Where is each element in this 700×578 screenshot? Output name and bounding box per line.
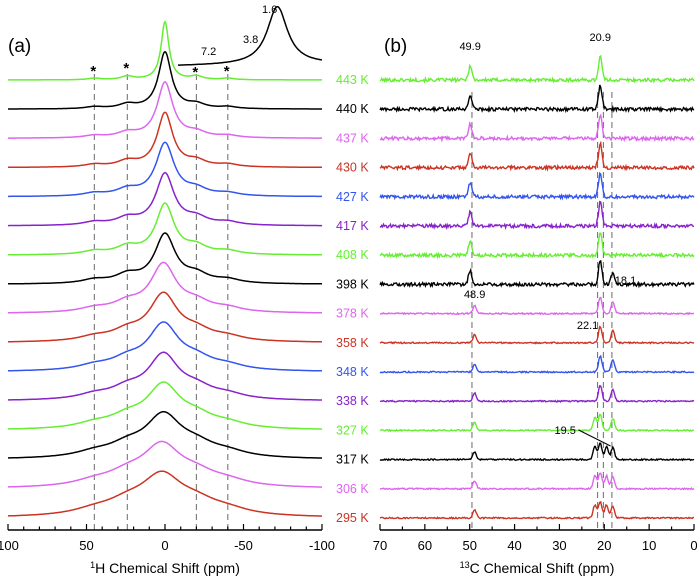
temperature-label-a-348-k: 348 K xyxy=(336,365,369,379)
spectrum-b-427-k xyxy=(379,171,695,201)
x-tick-label-b-60: 60 xyxy=(418,538,432,553)
x-tick-label-b-30: 30 xyxy=(552,538,566,553)
spectrum-b-430-k xyxy=(379,140,695,172)
spectrum-a-437-k xyxy=(8,81,322,139)
spectrum-a-408-k xyxy=(8,202,322,256)
spectrum-a-338-k xyxy=(8,351,322,401)
spectrum-b-295-k xyxy=(379,500,695,520)
temperature-label-a-378-k: 378 K xyxy=(336,307,369,321)
temperature-label-a-443-k: 443 K xyxy=(336,73,369,87)
temperature-label-a-430-k: 430 K xyxy=(336,161,369,175)
spectrum-b-317-k xyxy=(379,442,695,462)
peak-label-48-9: 48.9 xyxy=(464,289,485,301)
spectrum-a-440-k xyxy=(8,50,322,110)
inset-label-1-6: 1.6 xyxy=(262,4,277,16)
temperature-label-a-306-k: 306 K xyxy=(336,482,369,496)
x-tick-label-b-40: 40 xyxy=(507,538,521,553)
spectrum-a-295-k xyxy=(8,470,322,517)
spectrum-b-417-k xyxy=(379,200,695,231)
peak-label-19-5: 19.5 xyxy=(555,425,576,437)
spectrum-a-317-k xyxy=(8,410,323,459)
panel-a: (a) 443 K 440 K 437 K 430 K 427 K 417 K 408 K 39… xyxy=(0,4,369,576)
inset-label-3-8: 3.8 xyxy=(243,34,258,46)
x-tick-label-a-50: 50 xyxy=(79,538,93,553)
x-tick-label-b-0: 0 xyxy=(690,538,697,553)
inset-label-7-2: 7.2 xyxy=(201,46,216,58)
sideband-marker-1: * xyxy=(90,63,96,80)
x-axis-title-a-text: H Chemical Shift (ppm) xyxy=(95,560,240,576)
x-tick-label-b-70: 70 xyxy=(373,538,387,553)
spectrum-a-398-k xyxy=(8,232,322,285)
x-tick-label-a-50: -50 xyxy=(234,538,253,553)
x-axis-title-b-superscript: 13 xyxy=(460,560,470,570)
x-axis-title-b-text: C Chemical Shift (ppm) xyxy=(470,560,615,576)
panel-label-a: (a) xyxy=(8,36,31,57)
temperature-label-a-398-k: 398 K xyxy=(336,277,369,291)
spectrum-a-306-k xyxy=(8,440,322,488)
x-tick-label-b-20: 20 xyxy=(597,538,611,553)
x-tick-label-b-10: 10 xyxy=(642,538,656,553)
peak-label-leader-19-5 xyxy=(578,429,611,447)
spectrum-a-427-k xyxy=(8,141,322,198)
spectrum-a-443-k xyxy=(8,20,322,81)
spectrum-a-358-k xyxy=(8,291,322,343)
x-tick-label-a-100: 100 xyxy=(0,538,19,553)
spectrum-b-358-k xyxy=(379,325,695,345)
spectrum-b-338-k xyxy=(379,384,695,404)
spectrum-b-398-k xyxy=(379,259,695,289)
x-axis-title-b: 13C Chemical Shift (ppm) xyxy=(460,560,615,576)
spectrum-b-348-k xyxy=(379,354,695,375)
spectrum-b-327-k xyxy=(379,413,694,433)
temperature-label-a-358-k: 358 K xyxy=(336,336,369,350)
spectrum-b-440-k xyxy=(379,84,695,114)
x-axis-title-a: 1H Chemical Shift (ppm) xyxy=(90,560,240,576)
temperature-label-a-440-k: 440 K xyxy=(336,102,369,116)
sideband-marker-2: * xyxy=(123,60,129,77)
temperature-label-a-327-k: 327 K xyxy=(336,423,369,437)
panel-b: (b) 49.9 20.9 18.1 48.9 22.1 19.5 70 60 50 40 30 20 1… xyxy=(373,32,698,576)
temperature-label-a-417-k: 417 K xyxy=(336,219,369,233)
peak-label-22-1: 22.1 xyxy=(577,320,598,332)
spectrum-a-430-k xyxy=(8,111,322,169)
spectrum-a-348-k xyxy=(8,321,322,372)
peak-label-18-1: 18.1 xyxy=(615,275,636,287)
spectrum-b-306-k xyxy=(379,472,695,491)
spectrum-a-378-k xyxy=(8,261,322,314)
temperature-label-a-427-k: 427 K xyxy=(336,190,369,204)
temperature-label-a-317-k: 317 K xyxy=(336,453,369,467)
temperature-label-a-295-k: 295 K xyxy=(336,511,369,525)
sideband-marker-4: * xyxy=(224,63,230,80)
spectrum-b-443-k xyxy=(379,54,695,84)
spectrum-b-408-k xyxy=(379,232,695,260)
sideband-marker-3: * xyxy=(192,64,198,81)
peak-label-20-9: 20.9 xyxy=(590,32,611,44)
spectrum-a-327-k xyxy=(8,381,323,430)
temperature-label-a-408-k: 408 K xyxy=(336,248,369,262)
temperature-label-a-338-k: 338 K xyxy=(336,394,369,408)
inset-peak-curve xyxy=(178,5,323,66)
x-tick-label-a-100: -100 xyxy=(309,538,335,553)
peak-label-49-9: 49.9 xyxy=(459,41,480,53)
spectrum-a-417-k xyxy=(8,171,322,227)
temperature-label-a-437-k: 437 K xyxy=(336,131,369,145)
x-tick-label-a-0: 0 xyxy=(161,538,168,553)
panel-label-b: (b) xyxy=(384,36,407,57)
x-tick-label-b-50: 50 xyxy=(462,538,476,553)
x-axis-title-a-superscript: 1 xyxy=(90,560,95,570)
spectrum-b-437-k xyxy=(379,113,695,143)
spectrum-b-378-k xyxy=(379,296,695,316)
